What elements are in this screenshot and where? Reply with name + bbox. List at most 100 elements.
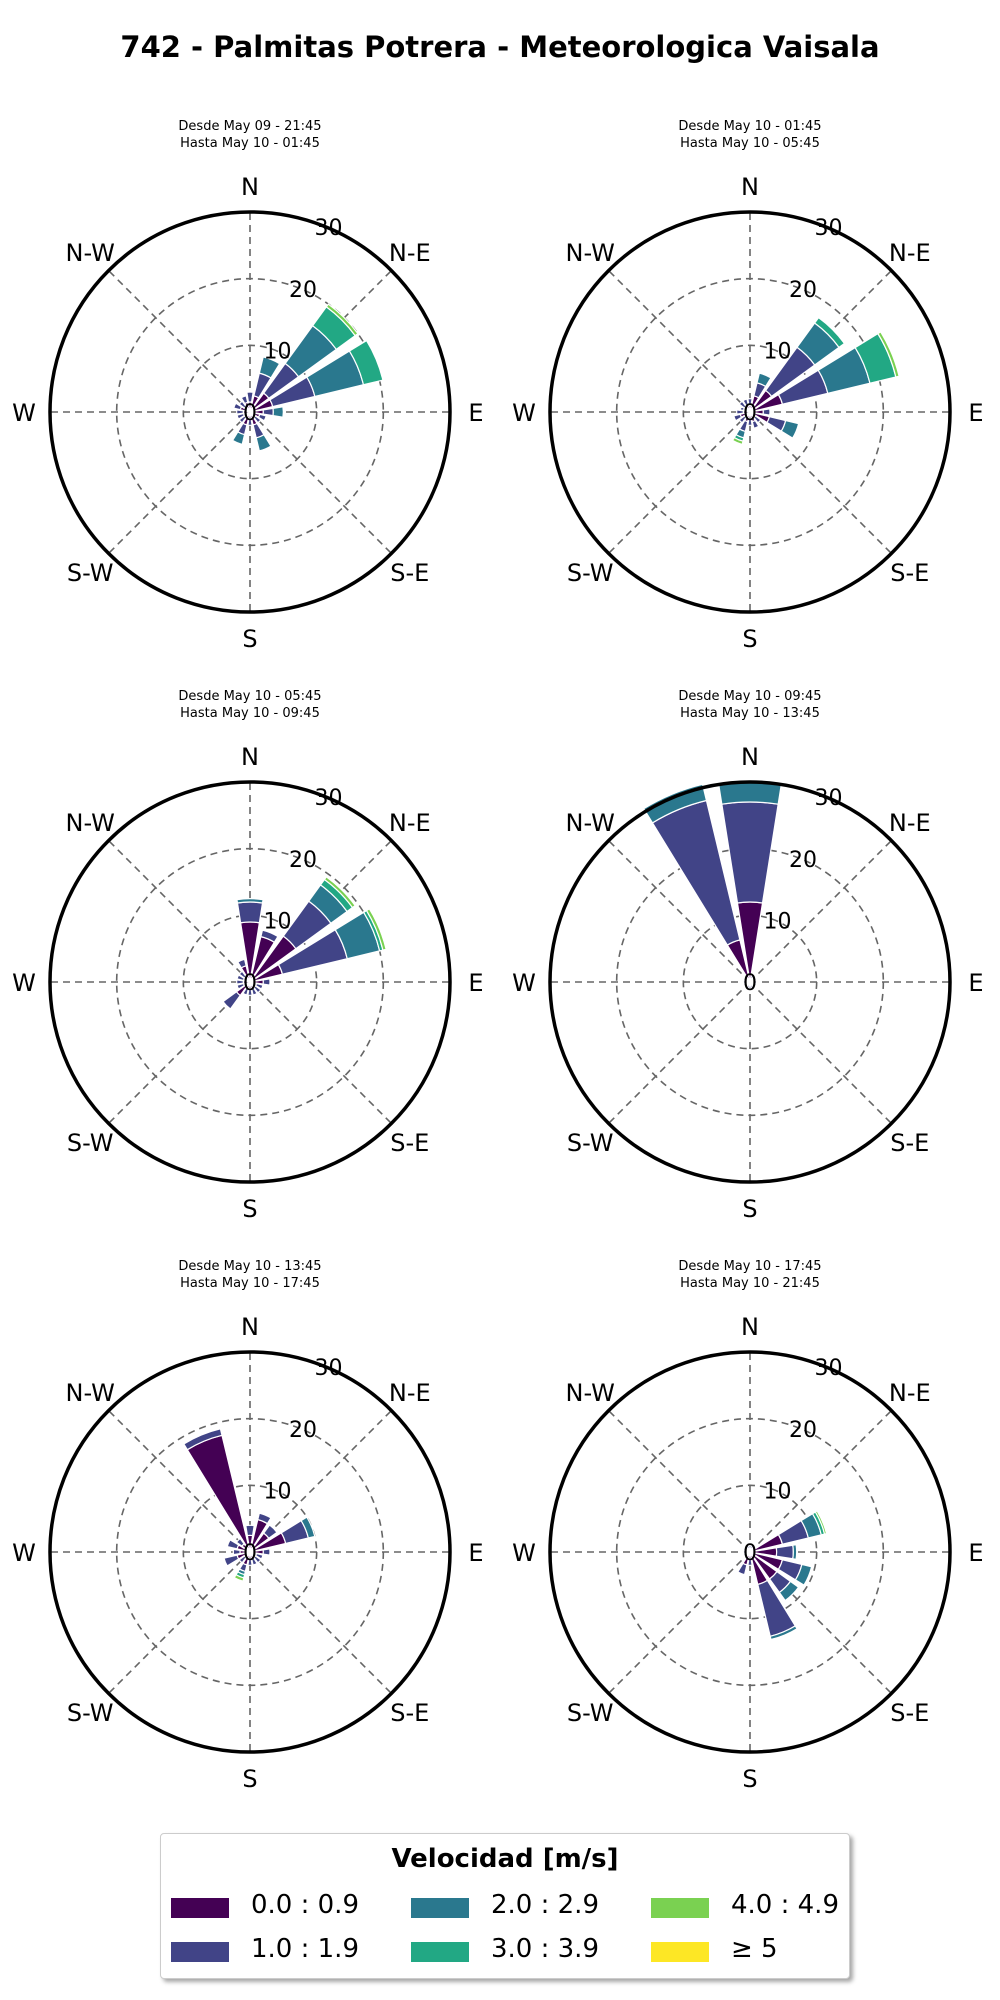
radial-gridline (249, 411, 392, 554)
rose-bar-segment (733, 413, 743, 422)
circular-gridline (682, 344, 818, 480)
radial-tick-label: 10 (764, 339, 792, 364)
windrose-panel: Desde May 10 - 05:45 Hasta May 10 - 09:45… (12, 689, 483, 1223)
rose-bar-segment (769, 1625, 798, 1641)
circular-gridline (182, 344, 318, 480)
radial-gridline (249, 1551, 392, 1694)
radial-tick-label: 0 (743, 401, 757, 426)
rose-bar-segment (235, 1537, 245, 1547)
circular-gridline (182, 1484, 318, 1620)
circular-gridline (615, 1417, 885, 1687)
radial-tick-label: 20 (789, 1418, 817, 1443)
rose-bar-segment (236, 898, 264, 904)
direction-label: N (741, 173, 759, 201)
rose-bar-segment (236, 974, 246, 982)
legend-title: Velocidad [m/s] (391, 1844, 619, 1874)
legend-swatch (171, 1898, 229, 1918)
rose-bar-segment (747, 398, 753, 407)
radial-gridline (249, 981, 392, 1124)
direction-label: W (512, 1539, 536, 1567)
panel-subtitle-to: Hasta May 10 - 17:45 (180, 1276, 320, 1291)
rose-bar-segment (255, 433, 272, 452)
radial-tick-label: 0 (243, 971, 257, 996)
rose-bar-segment (736, 901, 764, 983)
direction-label: S-W (567, 1699, 614, 1727)
direction-label: N-E (889, 809, 931, 837)
radial-gridline (749, 981, 892, 1124)
circular-gridline (115, 847, 385, 1117)
rose-bar-segment (745, 1544, 750, 1550)
rose-bar-segment (242, 986, 250, 996)
direction-label: N (741, 743, 759, 771)
legend-swatch (651, 1942, 709, 1962)
radial-tick-label: 10 (264, 1479, 292, 1504)
direction-label: W (12, 1539, 36, 1567)
rose-bar-segment (232, 1548, 241, 1556)
rose-bar-segment (739, 405, 746, 412)
rose-bar-segment (738, 415, 747, 424)
rose-bar-segment (236, 958, 247, 969)
rose-bar-segment (262, 1548, 271, 1556)
radial-gridline (749, 1410, 892, 1553)
rose-bar-segment (877, 331, 900, 378)
rose-bar-segment (253, 1555, 262, 1564)
legend: Velocidad [m/s] 0.0 : 0.9 1.0 : 1.9 2.0 … (160, 1833, 850, 1979)
radial-gridline (749, 1551, 892, 1694)
rose-bar-segment (300, 1516, 316, 1539)
rose-bar-segment (756, 372, 772, 388)
direction-label: S (742, 1765, 757, 1793)
rose-bar-segment (365, 908, 387, 951)
radial-gridline (608, 411, 751, 554)
radial-gridline (108, 981, 251, 1124)
legend-label: 2.0 : 2.9 (491, 1890, 599, 1920)
direction-label: E (968, 399, 983, 427)
panel-subtitle-from: Desde May 10 - 09:45 (678, 689, 821, 704)
outer-circle (48, 1350, 452, 1754)
rose-bar-segment (254, 982, 264, 990)
windrose-grid: Desde May 09 - 21:45 Hasta May 10 - 01:45… (12, 119, 983, 1793)
windrose-panel: Desde May 10 - 13:45 Hasta May 10 - 17:45… (12, 1259, 483, 1793)
radial-gridline (608, 981, 751, 1124)
legend-swatch (651, 1898, 709, 1918)
direction-label: S-E (390, 559, 429, 587)
direction-label: S (242, 625, 257, 653)
radial-gridline (108, 270, 251, 413)
rose-bar-segment (223, 1554, 240, 1567)
radial-gridline (108, 1410, 251, 1553)
rose-bar-segment (247, 1557, 253, 1566)
outer-circle (548, 1350, 952, 1754)
radial-tick-label: 0 (743, 1541, 757, 1566)
panel-subtitle-from: Desde May 10 - 17:45 (678, 1259, 821, 1274)
radial-tick-label: 0 (243, 401, 257, 426)
legend-swatch (171, 1942, 229, 1962)
direction-label: N-E (889, 1379, 931, 1407)
legend-swatch (411, 1898, 469, 1918)
radial-tick-label: 10 (264, 339, 292, 364)
rose-bar-segment (238, 400, 247, 409)
legend-swatch (411, 1942, 469, 1962)
radial-gridline (749, 411, 892, 554)
direction-label: N (241, 1313, 259, 1341)
rose-bar-segment (260, 929, 279, 944)
rose-bar-segment (238, 1555, 247, 1564)
radial-tick-label: 0 (743, 971, 757, 996)
rose-bar-segment (250, 1556, 258, 1566)
radial-tick-label: 20 (289, 848, 317, 873)
direction-label: S-E (390, 1699, 429, 1727)
rose-bar-segment (247, 417, 253, 426)
rose-bar-segment (257, 413, 267, 422)
rose-bar-segment (792, 1544, 798, 1560)
rose-bar-segment (747, 417, 753, 426)
rose-bar-segment (231, 431, 246, 446)
rose-bar-segment (736, 409, 745, 415)
legend-label: 1.0 : 1.9 (251, 1934, 359, 1964)
panel-subtitle-to: Hasta May 10 - 05:45 (680, 136, 820, 151)
rose-bar-segment (262, 407, 274, 417)
rose-bar-segment (262, 1524, 278, 1540)
radial-gridline (608, 1551, 751, 1694)
rose-bar-segment (721, 801, 779, 904)
direction-label: S-E (890, 1129, 929, 1157)
rose-bar-segment (238, 415, 247, 424)
outer-circle (548, 780, 952, 1184)
legend-label: 0.0 : 0.9 (251, 1890, 359, 1920)
